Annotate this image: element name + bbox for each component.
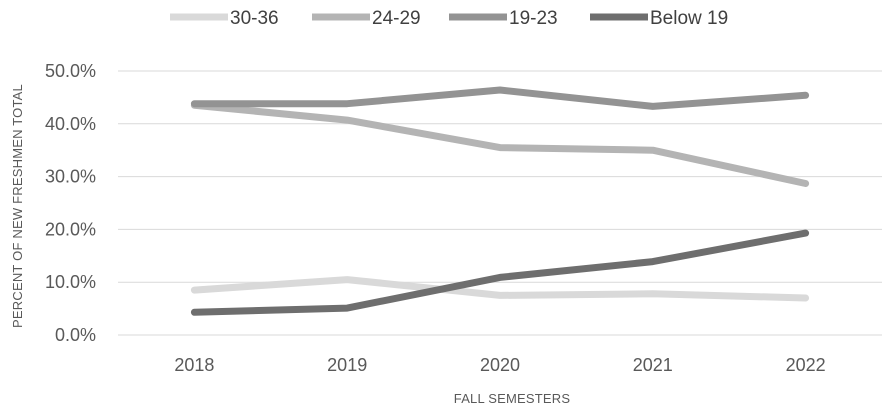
y-tick-label: 30.0% bbox=[45, 167, 96, 187]
y-tick-label: 40.0% bbox=[45, 114, 96, 134]
x-tick-label: 2018 bbox=[174, 355, 214, 375]
x-tick-label: 2022 bbox=[786, 355, 826, 375]
series-line-0 bbox=[190, 276, 810, 302]
series-line-2 bbox=[190, 86, 810, 110]
gridlines bbox=[118, 70, 882, 336]
x-axis-title: FALL SEMESTERS bbox=[454, 391, 571, 406]
y-tick-label: 0.0% bbox=[55, 325, 96, 345]
y-tick-label: 50.0% bbox=[45, 61, 96, 81]
legend-item: 19-23 bbox=[449, 8, 558, 29]
x-tick-label: 2021 bbox=[633, 355, 673, 375]
legend-label: 24-29 bbox=[372, 8, 421, 29]
legend-item: Below 19 bbox=[590, 8, 728, 29]
legend-item: 24-29 bbox=[312, 8, 421, 29]
legend: 30-36 24-29 19-23 Below 19 bbox=[170, 8, 728, 29]
y-tick-label: 10.0% bbox=[45, 272, 96, 292]
series-line-3 bbox=[190, 229, 810, 316]
legend-label: Below 19 bbox=[650, 8, 728, 29]
y-axis-tick-labels: 0.0% 10.0% 20.0% 30.0% 40.0% 50.0% bbox=[45, 61, 96, 345]
y-tick-label: 20.0% bbox=[45, 219, 96, 239]
legend-item: 30-36 bbox=[170, 8, 279, 29]
x-tick-label: 2019 bbox=[327, 355, 367, 375]
y-axis-title: PERCENT OF NEW FRESHMEN TOTAL bbox=[10, 84, 25, 328]
x-tick-label: 2020 bbox=[480, 355, 520, 375]
series-line-1 bbox=[190, 101, 810, 187]
legend-label: 30-36 bbox=[230, 8, 279, 29]
x-axis-tick-labels: 2018 2019 2020 2021 2022 bbox=[174, 355, 825, 375]
series-lines bbox=[190, 86, 810, 316]
legend-label: 19-23 bbox=[509, 8, 558, 29]
